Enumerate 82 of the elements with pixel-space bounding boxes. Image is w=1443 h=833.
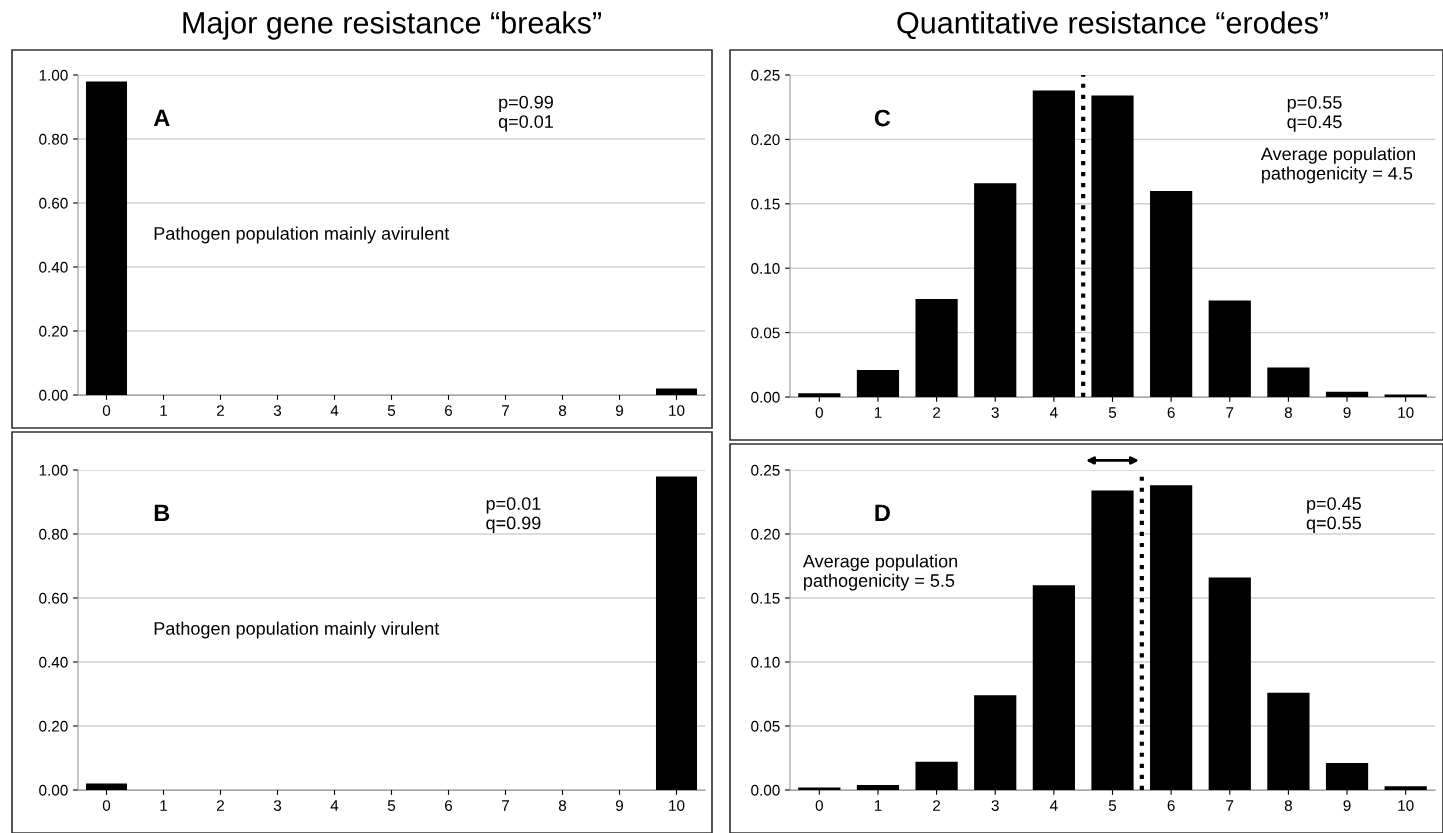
y-tick-label: 0.00 <box>751 784 780 796</box>
y-tick-label: 0.80 <box>39 133 68 145</box>
y-tick-label: 0.20 <box>39 325 68 337</box>
y-tick-label: 0.15 <box>751 592 780 604</box>
y-tick-label: 0.10 <box>751 263 780 274</box>
x-tick-label: 2 <box>933 407 941 418</box>
y-tick-label: 0.20 <box>751 134 780 146</box>
x-tick-label: 9 <box>1343 407 1351 418</box>
x-tick-label: 1 <box>874 407 882 418</box>
annotation: p=0.55 q=0.45 <box>1287 95 1342 132</box>
x-tick-label: 5 <box>1108 800 1117 811</box>
x-tick-label: 10 <box>669 405 685 416</box>
chart-title: Quantitative resistance “erodes” <box>897 11 1328 40</box>
x-tick-label: 2 <box>217 405 224 416</box>
x-tick-label: 4 <box>1049 407 1058 418</box>
y-tick-label: 0.15 <box>751 198 780 210</box>
x-tick-label: 7 <box>1226 407 1234 418</box>
y-tick-label: 1.00 <box>39 464 68 476</box>
y-tick-label: 0.40 <box>39 656 68 668</box>
y-tick-label: 0.60 <box>39 592 68 604</box>
annotation: D <box>875 504 890 521</box>
annotation: p=0.01 q=0.99 <box>486 497 541 533</box>
x-tick-label: 8 <box>558 800 567 811</box>
x-tick-label: 1 <box>160 405 167 416</box>
y-tick-label: 0.40 <box>39 261 68 273</box>
x-tick-label: 2 <box>217 800 224 811</box>
x-tick-label: 3 <box>273 405 282 416</box>
x-tick-label: 10 <box>1398 407 1414 418</box>
x-tick-label: 5 <box>387 800 396 811</box>
x-tick-label: 6 <box>1167 407 1175 418</box>
x-tick-label: 10 <box>1398 800 1414 811</box>
annotation: A <box>153 109 170 126</box>
y-tick-label: 0.60 <box>39 197 68 209</box>
x-tick-label: 3 <box>991 407 999 418</box>
x-tick-label: 8 <box>1284 800 1292 811</box>
y-tick-label: 1.00 <box>39 69 68 81</box>
annotation: Average population pathogenicity = 4.5 <box>1260 147 1415 184</box>
y-tick-label: 0.05 <box>751 327 780 339</box>
annotation: Pathogen population mainly avirulent <box>154 226 450 244</box>
x-tick-label: 8 <box>1284 407 1292 418</box>
annotation: B <box>154 504 170 521</box>
x-tick-label: 0 <box>815 800 823 811</box>
y-tick-label: 0.80 <box>39 528 68 540</box>
annotation: C <box>874 109 891 127</box>
x-tick-label: 4 <box>330 800 339 811</box>
x-tick-label: 1 <box>874 800 882 811</box>
y-tick-label: 0.25 <box>751 69 780 81</box>
annotation: p=0.99 q=0.01 <box>498 95 553 132</box>
x-tick-label: 7 <box>502 800 509 811</box>
x-tick-label: 8 <box>558 405 567 416</box>
x-tick-label: 6 <box>445 800 453 811</box>
x-tick-label: 2 <box>933 800 941 811</box>
x-tick-label: 9 <box>1343 800 1351 811</box>
x-tick-label: 5 <box>1108 407 1117 418</box>
x-tick-label: 3 <box>991 800 999 811</box>
x-tick-label: 1 <box>160 800 167 811</box>
annotation: Pathogen population mainly virulent <box>154 621 440 639</box>
x-tick-label: 0 <box>815 407 823 418</box>
x-tick-label: 9 <box>615 405 624 416</box>
x-tick-label: 0 <box>102 800 111 811</box>
x-tick-label: 3 <box>273 800 282 811</box>
x-tick-label: 6 <box>1167 800 1175 811</box>
x-tick-label: 9 <box>615 800 624 811</box>
y-tick-label: 0.05 <box>751 720 780 732</box>
annotation: Average population pathogenicity = 5.5 <box>802 554 958 591</box>
x-tick-label: 7 <box>1226 800 1234 811</box>
x-tick-label: 6 <box>445 405 453 416</box>
y-tick-label: 0.10 <box>751 656 780 668</box>
y-tick-label: 0.20 <box>751 528 780 540</box>
annotation: p=0.45 q=0.55 <box>1306 497 1361 533</box>
x-tick-label: 7 <box>502 405 509 416</box>
y-tick-label: 0.20 <box>39 720 68 732</box>
x-tick-label: 4 <box>1049 800 1058 811</box>
x-tick-label: 10 <box>669 800 685 811</box>
y-tick-label: 0.00 <box>751 391 780 403</box>
y-tick-label: 0.25 <box>751 464 780 476</box>
x-tick-label: 4 <box>330 405 339 416</box>
x-tick-label: 0 <box>102 405 111 416</box>
y-tick-label: 0.00 <box>39 389 68 401</box>
y-tick-label: 0.00 <box>39 784 68 796</box>
chart-title: Major gene resistance “breaks” <box>183 11 601 40</box>
x-tick-label: 5 <box>387 405 396 416</box>
